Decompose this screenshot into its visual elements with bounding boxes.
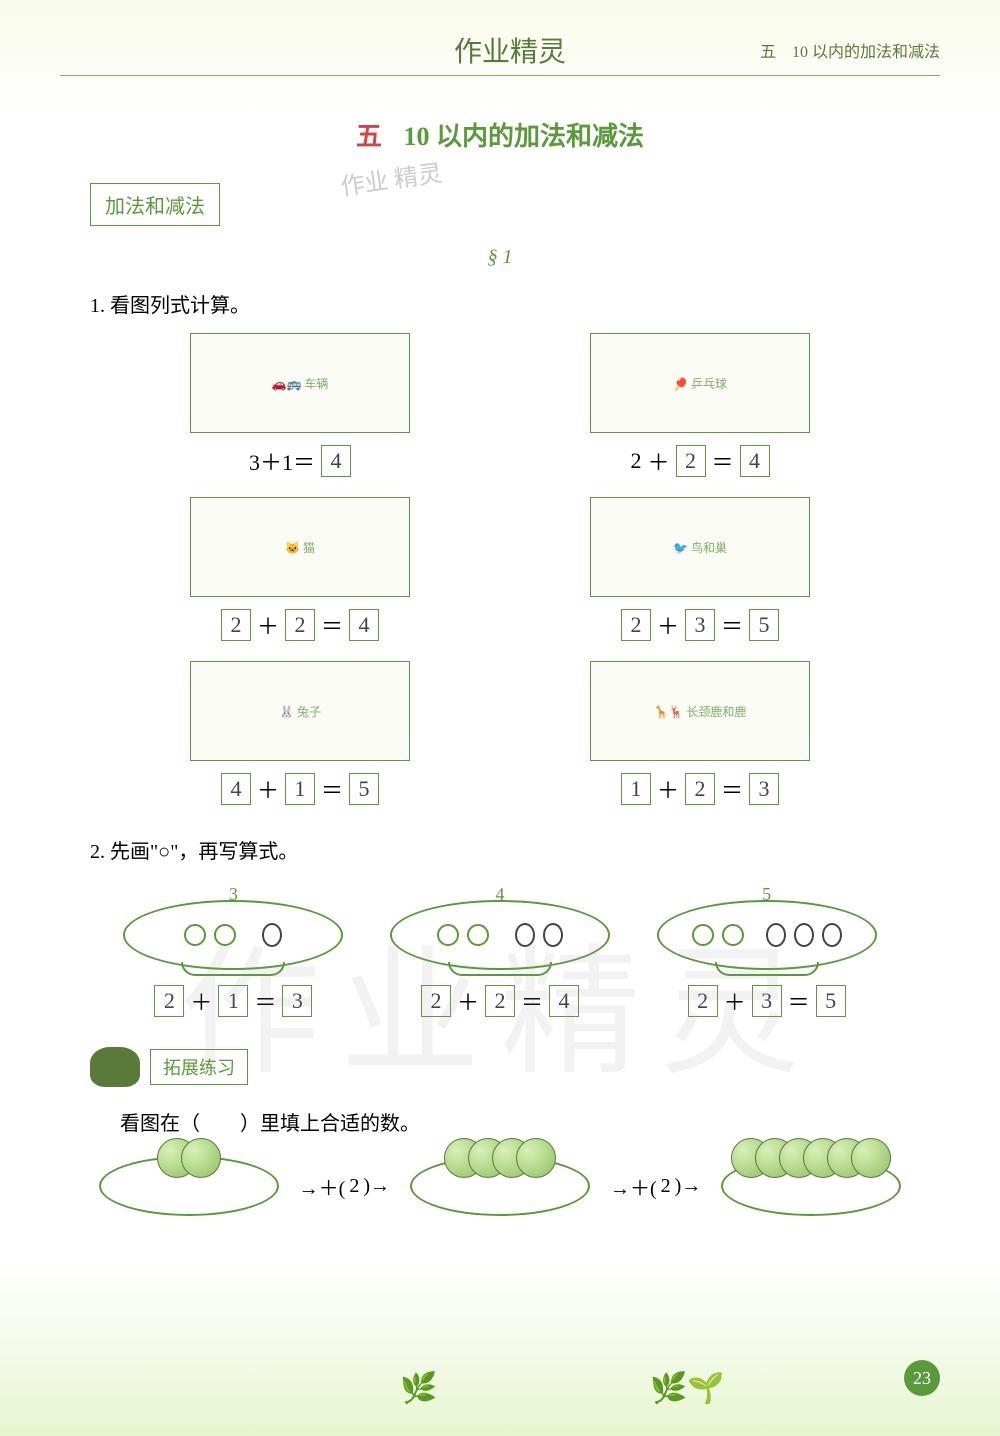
answer-box: 2 bbox=[685, 773, 715, 805]
circle-drawn-icon bbox=[262, 923, 282, 947]
equation: 2 ＋ 3 ＝ 5 bbox=[688, 985, 846, 1017]
circle-drawn-icon bbox=[515, 923, 535, 947]
chapter-title: 五 10 以内的加法和减法 bbox=[60, 116, 940, 153]
mouse-icon bbox=[90, 1047, 140, 1087]
answer-box: 2 bbox=[676, 445, 706, 477]
circle-icon bbox=[722, 924, 744, 946]
circle-drawn-icon bbox=[766, 923, 786, 947]
equation: 2 ＋ 1 ＝ 3 bbox=[154, 985, 312, 1017]
problem: 🐰 兔子 4 ＋ 1 ＝ 5 bbox=[140, 661, 460, 805]
circle-icon bbox=[214, 924, 236, 946]
circle-icon bbox=[692, 924, 714, 946]
apple-icon bbox=[181, 1138, 221, 1178]
extension-text: 看图在（ ）里填上合适的数。 bbox=[120, 1107, 940, 1136]
q1-text: 1. 看图列式计算。 bbox=[90, 289, 940, 318]
equation: 4 ＋ 1 ＝ 5 bbox=[221, 773, 379, 805]
equation: 2 ＋ 3 ＝ 5 bbox=[621, 609, 779, 641]
question-2: 2. 先画"○"，再写算式。 3 2 ＋ 1 ＝ 3 4 bbox=[60, 835, 940, 1017]
circle-icon bbox=[437, 924, 459, 946]
apple-plate bbox=[99, 1156, 279, 1216]
answer-box: 4 bbox=[221, 773, 251, 805]
apple-plate bbox=[721, 1156, 901, 1216]
page-number: 23 bbox=[904, 1360, 940, 1396]
problem: 🏓 乒乓球 2 ＋ 2 ＝ 4 bbox=[540, 333, 860, 477]
page-header: 作业精灵 五 10 以内的加法和减法 bbox=[60, 30, 940, 76]
answer-box: 2 bbox=[621, 609, 651, 641]
answer-box: 5 bbox=[349, 773, 379, 805]
answer-box: 4 bbox=[740, 445, 770, 477]
extension-header: 拓展练习 bbox=[90, 1047, 940, 1087]
header-title: 作业精灵 bbox=[260, 30, 760, 70]
arrow-label: →＋(2)→ bbox=[610, 1172, 701, 1201]
apple-icon bbox=[516, 1138, 556, 1178]
circle-problem: 3 2 ＋ 1 ＝ 3 bbox=[123, 884, 343, 1017]
circle-problem: 4 2 ＋ 2 ＝ 4 bbox=[390, 884, 610, 1017]
circle-drawn-icon bbox=[543, 923, 563, 947]
circle-problem: 5 2 ＋ 3 ＝ 5 bbox=[657, 884, 877, 1017]
grass-icon: 🌿 bbox=[400, 1371, 437, 1406]
answer-box: 4 bbox=[549, 985, 579, 1017]
problem: 🐦 鸟和巢 2 ＋ 3 ＝ 5 bbox=[540, 497, 860, 641]
circle-icon bbox=[184, 924, 206, 946]
image-box: 🚗🚌 车辆 bbox=[190, 333, 410, 433]
image-box: 🐦 鸟和巢 bbox=[590, 497, 810, 597]
answer-box: 4 bbox=[349, 609, 379, 641]
watermark-stamp: 作业 精灵 bbox=[338, 153, 444, 202]
answer-box: 3 bbox=[282, 985, 312, 1017]
equation: 2 ＋ 2 ＝ 4 bbox=[421, 985, 579, 1017]
q2-text: 2. 先画"○"，再写算式。 bbox=[90, 835, 940, 864]
plate bbox=[390, 900, 610, 970]
extension-label: 拓展练习 bbox=[150, 1049, 248, 1085]
equation: 1 ＋ 2 ＝ 3 bbox=[621, 773, 779, 805]
question-1: 1. 看图列式计算。 🚗🚌 车辆 3＋1＝ 4 🏓 乒乓球 2 ＋ 2 ＝ 4 … bbox=[60, 289, 940, 805]
answer-box: 2 bbox=[221, 609, 251, 641]
answer-box: 2 bbox=[485, 985, 515, 1017]
equation: 3＋1＝ 4 bbox=[249, 445, 351, 477]
problem: 🦒🦌 长颈鹿和鹿 1 ＋ 2 ＝ 3 bbox=[540, 661, 860, 805]
chapter-number: 五 bbox=[356, 122, 382, 151]
header-chapter: 五 10 以内的加法和减法 bbox=[760, 38, 940, 62]
grass-icon: 🌿🌱 bbox=[650, 1371, 725, 1406]
answer-box: 5 bbox=[749, 609, 779, 641]
apple-icon bbox=[851, 1138, 891, 1178]
apple-plate bbox=[410, 1156, 590, 1216]
problem: 🐱 猫 2 ＋ 2 ＝ 4 bbox=[140, 497, 460, 641]
circle-icon bbox=[467, 924, 489, 946]
chapter-text: 10 以内的加法和减法 bbox=[404, 122, 645, 151]
answer-box: 2 bbox=[688, 985, 718, 1017]
answer-box: 5 bbox=[816, 985, 846, 1017]
answer-box: 3 bbox=[685, 609, 715, 641]
image-box: 🐱 猫 bbox=[190, 497, 410, 597]
plate bbox=[123, 900, 343, 970]
equation: 2 ＋ 2 ＝ 4 bbox=[630, 445, 769, 477]
image-box: 🐰 兔子 bbox=[190, 661, 410, 761]
image-box: 🏓 乒乓球 bbox=[590, 333, 810, 433]
q2-row: 3 2 ＋ 1 ＝ 3 4 bbox=[100, 884, 900, 1017]
answer-box: 2 bbox=[285, 609, 315, 641]
apples-row: →＋(2)→ →＋(2)→ bbox=[60, 1156, 940, 1216]
answer-box: 1 bbox=[285, 773, 315, 805]
q1-grid: 🚗🚌 车辆 3＋1＝ 4 🏓 乒乓球 2 ＋ 2 ＝ 4 🐱 猫 2 ＋ 2 bbox=[140, 333, 860, 805]
answer-box: 2 bbox=[421, 985, 451, 1017]
section-box: 加法和减法 bbox=[90, 183, 220, 226]
arrow-label: →＋(2)→ bbox=[299, 1172, 390, 1201]
answer-box: 3 bbox=[749, 773, 779, 805]
circle-drawn-icon bbox=[794, 923, 814, 947]
answer-box: 1 bbox=[621, 773, 651, 805]
answer-box: 1 bbox=[218, 985, 248, 1017]
answer-box: 4 bbox=[321, 445, 351, 477]
problem: 🚗🚌 车辆 3＋1＝ 4 bbox=[140, 333, 460, 477]
answer-box: 2 bbox=[154, 985, 184, 1017]
circle-drawn-icon bbox=[822, 923, 842, 947]
equation: 2 ＋ 2 ＝ 4 bbox=[221, 609, 379, 641]
answer-box: 3 bbox=[752, 985, 782, 1017]
plate bbox=[657, 900, 877, 970]
image-box: 🦒🦌 长颈鹿和鹿 bbox=[590, 661, 810, 761]
section-number: § 1 bbox=[60, 246, 940, 269]
